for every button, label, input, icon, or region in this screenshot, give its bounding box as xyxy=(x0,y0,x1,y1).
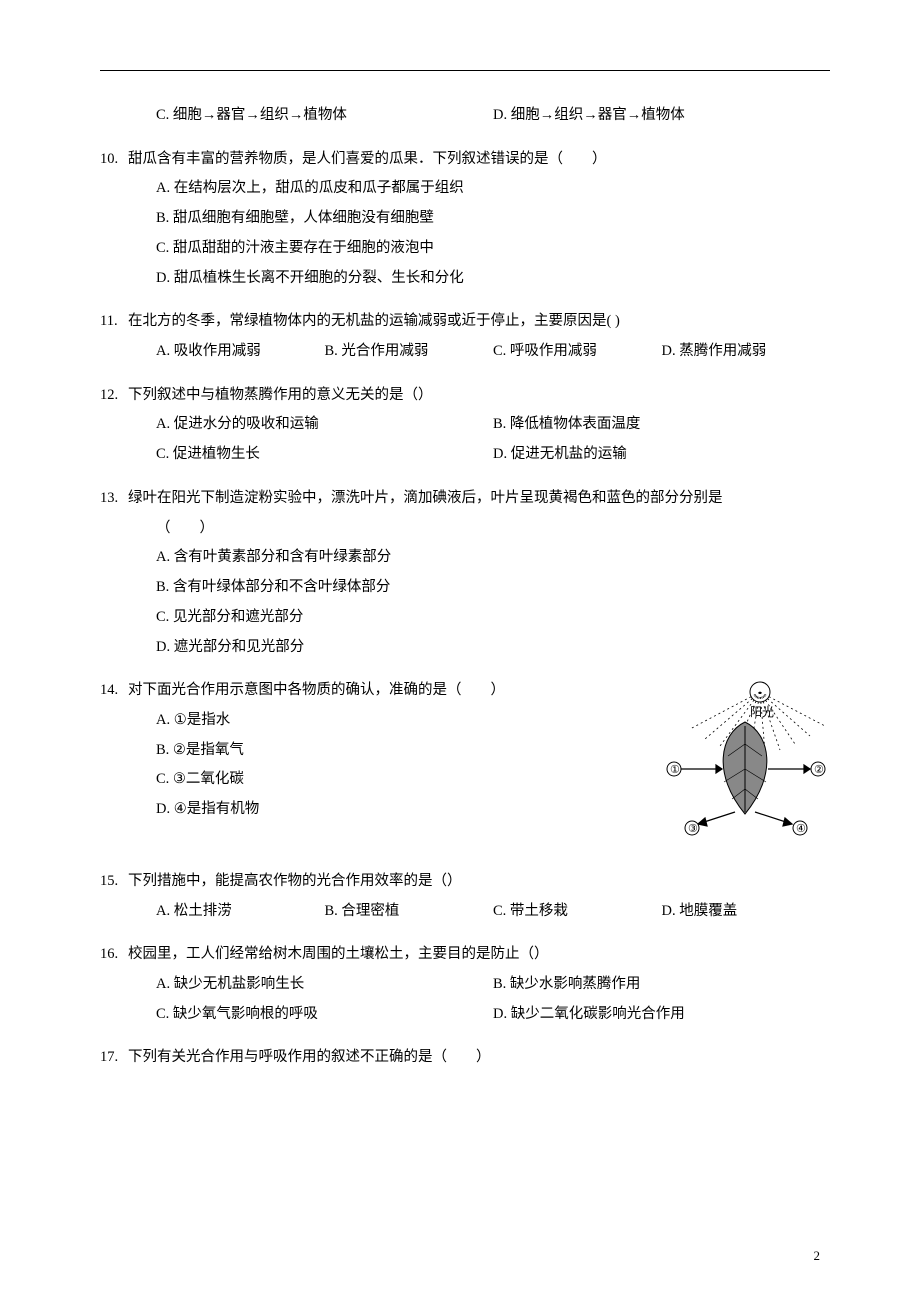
question-number: 10. xyxy=(100,145,128,175)
option-d: D. 促进无机盐的运输 xyxy=(493,440,830,470)
question-number: 13. xyxy=(100,484,128,514)
page-number: 2 xyxy=(814,1248,821,1264)
options: A. 松土排涝 B. 合理密植 C. 带土移栽 D. 地膜覆盖 xyxy=(100,897,830,927)
photosynthesis-figure: 阳光 xyxy=(650,674,840,844)
stem-text: 对下面光合作用示意图中各物质的确认，准确的是（ ） xyxy=(128,682,505,698)
page: C. 细胞→器官→组织→植物体 D. 细胞→组织→器官→植物体 10.甜瓜含有丰… xyxy=(0,0,920,1302)
question-stem: 17.下列有关光合作用与呼吸作用的叙述不正确的是（ ） xyxy=(100,1043,830,1073)
question-10: 10.甜瓜含有丰富的营养物质，是人们喜爱的瓜果．下列叙述错误的是（ ） A. 在… xyxy=(100,145,830,294)
stem-text: 下列叙述中与植物蒸腾作用的意义无关的是（） xyxy=(128,387,433,403)
option-c: C. 见光部分和遮光部分 xyxy=(156,603,830,633)
option-d: D. 甜瓜植株生长离不开细胞的分裂、生长和分化 xyxy=(156,264,830,294)
options: A. 含有叶黄素部分和含有叶绿素部分 B. 含有叶绿体部分和不含叶绿体部分 C.… xyxy=(100,543,830,662)
option-c: C. 甜瓜甜甜的汁液主要存在于细胞的液泡中 xyxy=(156,234,830,264)
question-15: 15.下列措施中，能提高农作物的光合作用效率的是（） A. 松土排涝 B. 合理… xyxy=(100,867,830,926)
option-b: B. 降低植物体表面温度 xyxy=(493,410,830,440)
sun-label: 阳光 xyxy=(750,705,774,719)
question-number: 16. xyxy=(100,940,128,970)
option-d: D. 缺少二氧化碳影响光合作用 xyxy=(493,1000,830,1030)
question-13: 13.绿叶在阳光下制造淀粉实验中，漂洗叶片，滴加碘液后，叶片呈现黄褐色和蓝色的部… xyxy=(100,484,830,662)
option-b: B. 光合作用减弱 xyxy=(325,337,494,367)
label-3: ③ xyxy=(688,823,698,835)
question-12: 12.下列叙述中与植物蒸腾作用的意义无关的是（） A. 促进水分的吸收和运输 B… xyxy=(100,381,830,470)
option-d: D. 蒸腾作用减弱 xyxy=(662,337,831,367)
option-a: A. 缺少无机盐影响生长 xyxy=(156,970,493,1000)
option-b: B. 甜瓜细胞有细胞壁，人体细胞没有细胞壁 xyxy=(156,204,830,234)
question-number: 15. xyxy=(100,867,128,897)
option-c: C. 带土移栽 xyxy=(493,897,662,927)
stem-text: 校园里，工人们经常给树木周围的土壤松土，主要目的是防止（） xyxy=(128,946,549,962)
option-a: A. 吸收作用减弱 xyxy=(156,337,325,367)
question-16: 16.校园里，工人们经常给树木周围的土壤松土，主要目的是防止（） A. 缺少无机… xyxy=(100,940,830,1029)
option-a: A. 促进水分的吸收和运输 xyxy=(156,410,493,440)
option-a: A. 松土排涝 xyxy=(156,897,325,927)
stem-text: 下列措施中，能提高农作物的光合作用效率的是（） xyxy=(128,873,462,889)
question-14: 14.对下面光合作用示意图中各物质的确认，准确的是（ ） A. ①是指水 B. … xyxy=(100,676,830,825)
stem-text: 下列有关光合作用与呼吸作用的叙述不正确的是（ ） xyxy=(128,1049,491,1065)
options-row: C. 细胞→器官→组织→植物体 D. 细胞→组织→器官→植物体 xyxy=(100,101,830,131)
stem-text: 在北方的冬季，常绿植物体内的无机盐的运输减弱或近于停止，主要原因是( ) xyxy=(128,313,620,329)
label-2: ② xyxy=(814,764,824,776)
label-1: ① xyxy=(670,764,680,776)
option-b: B. 合理密植 xyxy=(325,897,494,927)
option-c: C. 缺少氧气影响根的呼吸 xyxy=(156,1000,493,1030)
question-stem: 10.甜瓜含有丰富的营养物质，是人们喜爱的瓜果．下列叙述错误的是（ ） xyxy=(100,145,830,175)
stem-text: 甜瓜含有丰富的营养物质，是人们喜爱的瓜果．下列叙述错误的是（ ） xyxy=(128,151,607,167)
question-number: 17. xyxy=(100,1043,128,1073)
option-a: A. 含有叶黄素部分和含有叶绿素部分 xyxy=(156,543,830,573)
question-11: 11.在北方的冬季，常绿植物体内的无机盐的运输减弱或近于停止，主要原因是( ) … xyxy=(100,307,830,366)
stem-text: 绿叶在阳光下制造淀粉实验中，漂洗叶片，滴加碘液后，叶片呈现黄褐色和蓝色的部分分别… xyxy=(128,490,723,506)
question-number: 14. xyxy=(100,676,128,706)
option-c: C. 促进植物生长 xyxy=(156,440,493,470)
option-c: C. 呼吸作用减弱 xyxy=(493,337,662,367)
question-17: 17.下列有关光合作用与呼吸作用的叙述不正确的是（ ） xyxy=(100,1043,830,1073)
options: A. 缺少无机盐影响生长 B. 缺少水影响蒸腾作用 C. 缺少氧气影响根的呼吸 … xyxy=(100,970,830,1029)
options: A. 吸收作用减弱 B. 光合作用减弱 C. 呼吸作用减弱 D. 蒸腾作用减弱 xyxy=(100,337,830,367)
question-stem: 12.下列叙述中与植物蒸腾作用的意义无关的是（） xyxy=(100,381,830,411)
options: A. 在结构层次上，甜瓜的瓜皮和瓜子都属于组织 B. 甜瓜细胞有细胞壁，人体细胞… xyxy=(100,174,830,293)
label-4: ④ xyxy=(796,823,806,835)
question-number: 11. xyxy=(100,307,128,337)
question-continuation: C. 细胞→器官→组织→植物体 D. 细胞→组织→器官→植物体 xyxy=(100,101,830,131)
option-d: D. 遮光部分和见光部分 xyxy=(156,633,830,663)
stem-continuation: （ ） xyxy=(100,514,830,544)
question-stem: 11.在北方的冬季，常绿植物体内的无机盐的运输减弱或近于停止，主要原因是( ) xyxy=(100,307,830,337)
option-b: B. 含有叶绿体部分和不含叶绿体部分 xyxy=(156,573,830,603)
option-a: A. 在结构层次上，甜瓜的瓜皮和瓜子都属于组织 xyxy=(156,174,830,204)
top-rule xyxy=(100,70,830,71)
question-stem: 15.下列措施中，能提高农作物的光合作用效率的是（） xyxy=(100,867,830,897)
option-d: D. 地膜覆盖 xyxy=(662,897,831,927)
option-c: C. 细胞→器官→组织→植物体 xyxy=(156,101,493,131)
question-stem: 13.绿叶在阳光下制造淀粉实验中，漂洗叶片，滴加碘液后，叶片呈现黄褐色和蓝色的部… xyxy=(100,484,830,514)
option-b: B. 缺少水影响蒸腾作用 xyxy=(493,970,830,1000)
question-stem: 16.校园里，工人们经常给树木周围的土壤松土，主要目的是防止（） xyxy=(100,940,830,970)
options: A. 促进水分的吸收和运输 B. 降低植物体表面温度 C. 促进植物生长 D. … xyxy=(100,410,830,469)
option-d: D. 细胞→组织→器官→植物体 xyxy=(493,101,830,131)
question-number: 12. xyxy=(100,381,128,411)
